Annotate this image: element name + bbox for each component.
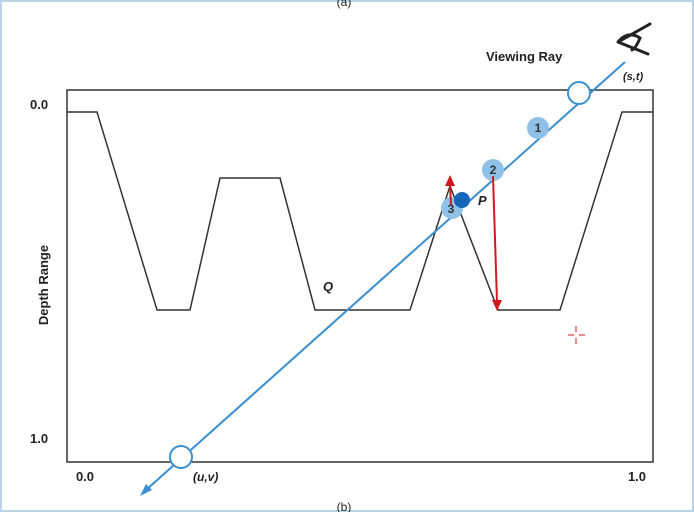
ray-exit-circle: [169, 445, 193, 469]
caption-bottom: (b): [337, 500, 352, 512]
y-bottom-label: 1.0: [30, 431, 48, 446]
depth-profile: [67, 111, 653, 311]
depth-arrow: [492, 175, 498, 303]
step-marker: [482, 159, 504, 181]
ray-entry-circle: [567, 81, 591, 105]
eye-icon: [616, 22, 652, 56]
step-label: 2: [490, 163, 497, 177]
depth-arrow: [449, 183, 452, 206]
x-left-label: 0.0: [76, 469, 94, 484]
depth-arrowhead: [445, 175, 455, 186]
x-right-label: 1.0: [628, 469, 646, 484]
point-p-label: P: [478, 193, 487, 208]
viewing-ray-label: Viewing Ray: [486, 49, 563, 64]
point-q-label: Q: [323, 279, 333, 294]
depth-arrowhead: [492, 300, 502, 311]
plot-box: [66, 89, 654, 463]
ray-arrowhead: [140, 484, 152, 496]
caption-top: (a): [337, 0, 352, 9]
step-marker: [527, 117, 549, 139]
step-label: 1: [535, 121, 542, 135]
step-label: 3: [448, 202, 455, 216]
cursor: [568, 326, 585, 344]
intersection-point: [454, 192, 470, 208]
y-top-label: 0.0: [30, 97, 48, 112]
y-axis-title: Depth Range: [36, 245, 51, 325]
eye-coord-label: (s,t): [623, 71, 644, 83]
texture-coord-label: (u,v): [193, 470, 218, 484]
